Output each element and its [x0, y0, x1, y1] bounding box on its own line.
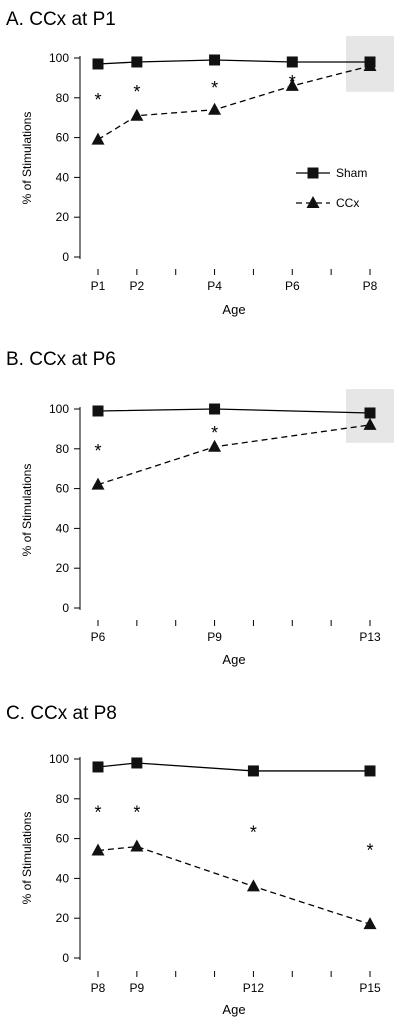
legend: Sham CCx — [296, 166, 367, 210]
data-point-sham — [364, 765, 376, 777]
x-tick-label: P15 — [359, 981, 381, 995]
chart-panel-2: B. CCx at P6 0 20 40 60 80 100 % of Stimulation… — [6, 349, 394, 667]
significance-marker: * — [289, 72, 296, 92]
chart-title: C. CCx at P8 — [6, 703, 117, 724]
data-point-ccx — [246, 879, 260, 892]
x-tick-label: P6 — [285, 279, 300, 293]
legend-label-sham: Sham — [336, 166, 367, 180]
significance-marker: * — [133, 82, 140, 102]
significance-marker: * — [366, 841, 373, 861]
data-point-ccx — [91, 132, 105, 145]
legend-marker-ccx — [306, 196, 320, 208]
data-point-sham — [364, 407, 376, 419]
x-tick-label: P12 — [243, 981, 265, 995]
significance-marker: * — [94, 803, 101, 823]
y-tick-label: 80 — [56, 91, 70, 105]
data-point-ccx — [363, 417, 377, 430]
series-line-ccx — [97, 845, 371, 925]
x-tick-label: P4 — [207, 279, 222, 293]
chart-panel-1: A. CCx at P1 0 20 40 60 80 100 % of Stimulation… — [6, 9, 394, 317]
x-tick-label: P8 — [363, 279, 378, 293]
data-point-ccx — [285, 78, 299, 91]
data-point-sham — [131, 56, 143, 68]
y-tick-label: 60 — [56, 482, 70, 496]
y-tick-label: 20 — [56, 911, 70, 925]
data-point-ccx — [208, 439, 222, 452]
data-point-sham — [286, 56, 298, 68]
significance-marker: * — [211, 423, 218, 443]
significance-marker: * — [211, 78, 218, 98]
data-point-ccx — [363, 917, 377, 930]
series-line-ccx — [97, 424, 371, 486]
y-tick-label: 0 — [62, 250, 69, 264]
y-axis-label: % of Stimulations — [20, 112, 34, 205]
data-point-sham — [92, 405, 104, 417]
y-axis-label: % of Stimulations — [20, 464, 34, 557]
y-tick-label: 60 — [56, 131, 70, 145]
chart-title: A. CCx at P1 — [6, 9, 116, 30]
legend-marker-sham — [307, 167, 319, 179]
y-tick-label: 0 — [62, 951, 69, 965]
y-tick-label: 40 — [56, 521, 70, 535]
x-tick-label: P8 — [91, 981, 106, 995]
x-tick-label: P13 — [359, 630, 381, 644]
y-tick-label: 60 — [56, 832, 70, 846]
significance-marker: * — [94, 441, 101, 461]
series-line-sham — [97, 762, 370, 772]
chart-panel-3: C. CCx at P8 0 20 40 60 80 100 % of Stimulation… — [6, 703, 381, 1017]
y-tick-label: 100 — [49, 402, 69, 416]
y-tick-label: 40 — [56, 871, 70, 885]
y-tick-label: 100 — [49, 752, 69, 766]
y-tick-label: 20 — [56, 561, 70, 575]
x-axis-label: Age — [222, 652, 245, 667]
data-point-sham — [247, 765, 259, 777]
data-point-sham — [209, 403, 221, 415]
x-tick-label: P2 — [130, 279, 145, 293]
series-line-ccx — [97, 65, 371, 141]
significance-marker: * — [133, 803, 140, 823]
x-tick-label: P6 — [91, 630, 106, 644]
y-tick-label: 80 — [56, 442, 70, 456]
x-tick-label: P1 — [91, 279, 106, 293]
data-point-sham — [131, 757, 143, 769]
data-point-sham — [209, 54, 221, 66]
significance-marker: * — [250, 823, 257, 843]
x-tick-label: P9 — [130, 981, 145, 995]
data-point-ccx — [363, 58, 377, 71]
data-point-ccx — [91, 477, 105, 490]
significance-marker: * — [94, 90, 101, 110]
y-tick-label: 80 — [56, 792, 70, 806]
x-axis-label: Age — [222, 302, 245, 317]
y-tick-label: 20 — [56, 210, 70, 224]
y-axis-label: % of Stimulations — [20, 812, 34, 905]
chart-title: B. CCx at P6 — [6, 349, 116, 370]
data-point-sham — [92, 58, 104, 70]
data-point-ccx — [208, 102, 222, 115]
data-point-ccx — [130, 839, 144, 852]
x-tick-label: P9 — [207, 630, 222, 644]
data-point-ccx — [91, 843, 105, 856]
y-tick-label: 40 — [56, 170, 70, 184]
y-tick-label: 0 — [62, 601, 69, 615]
legend-label-ccx: CCx — [336, 196, 359, 210]
y-tick-label: 100 — [49, 51, 69, 65]
x-axis-label: Age — [222, 1002, 245, 1017]
data-point-sham — [92, 761, 104, 773]
series-line-sham — [97, 408, 371, 414]
data-point-ccx — [130, 108, 144, 121]
